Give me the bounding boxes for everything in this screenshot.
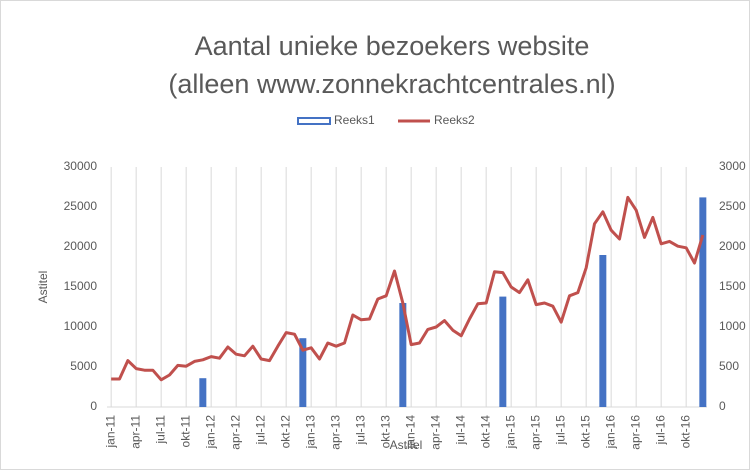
x-tick-label: jan-11 xyxy=(103,415,117,449)
y-tick-label: 5000 xyxy=(70,359,97,373)
x-tick-label: okt-16 xyxy=(678,415,692,449)
y2-tick-label: 500 xyxy=(719,359,739,373)
y2-tick-label: 0 xyxy=(719,399,726,413)
x-tick-label: jul-13 xyxy=(353,415,367,446)
x-tick-label: jul-15 xyxy=(553,415,567,446)
x-tick-label: jan-12 xyxy=(203,415,217,450)
y-tick-label: 20000 xyxy=(64,239,98,253)
x-tick-label: apr-14 xyxy=(428,415,442,450)
x-tick-label: jul-14 xyxy=(453,415,467,446)
x-tick-label: jan-15 xyxy=(503,415,517,450)
y-tick-label: 10000 xyxy=(64,319,98,333)
x-tick-label: apr-12 xyxy=(228,415,242,450)
y-tick-label: 25000 xyxy=(64,199,98,213)
bar xyxy=(699,197,707,407)
x-tick-label: jan-14 xyxy=(403,415,417,450)
y2-tick-label: 1000 xyxy=(719,319,746,333)
bar xyxy=(199,378,207,407)
bar xyxy=(499,296,507,407)
x-tick-label: apr-13 xyxy=(328,415,342,450)
y-axis-title: Astitel xyxy=(36,271,50,304)
y-tick-label: 15000 xyxy=(64,279,98,293)
x-axis-title: Astitel xyxy=(390,438,423,452)
x-tick-label: okt-13 xyxy=(378,415,392,449)
x-tick-label: jul-12 xyxy=(253,415,267,446)
x-tick-label: apr-15 xyxy=(528,415,542,450)
bar xyxy=(399,303,407,407)
x-tick-label: okt-14 xyxy=(478,415,492,449)
legend-label: Reeks1 xyxy=(334,113,375,127)
chart-title: Aantal unieke bezoekers website xyxy=(195,31,590,61)
y-tick-label: 0 xyxy=(90,399,97,413)
x-tick-label: apr-16 xyxy=(628,415,642,450)
x-tick-label: jan-13 xyxy=(303,415,317,450)
y2-tick-label: 2500 xyxy=(719,199,746,213)
chart-subtitle: (alleen www.zonnekrachtcentrales.nl) xyxy=(168,69,615,99)
line xyxy=(111,195,705,382)
x-tick-label: okt-15 xyxy=(578,415,592,449)
y-tick-label: 30000 xyxy=(64,159,98,173)
legend-swatch xyxy=(297,117,331,125)
x-tick-label: jul-11 xyxy=(153,415,167,445)
chart-border xyxy=(0,0,750,470)
y2-tick-label: 3000 xyxy=(719,159,746,173)
y2-tick-label: 2000 xyxy=(719,239,746,253)
x-tick-label: okt-12 xyxy=(278,415,292,449)
x-tick-label: jan-16 xyxy=(603,415,617,450)
y2-tick-label: 1500 xyxy=(719,279,746,293)
x-tick-label: jul-16 xyxy=(653,415,667,446)
legend-label: Reeks2 xyxy=(434,113,475,127)
bar xyxy=(299,338,307,407)
bar xyxy=(599,255,607,407)
x-tick-label: okt-11 xyxy=(178,415,192,448)
x-tick-label: apr-11 xyxy=(128,415,142,449)
